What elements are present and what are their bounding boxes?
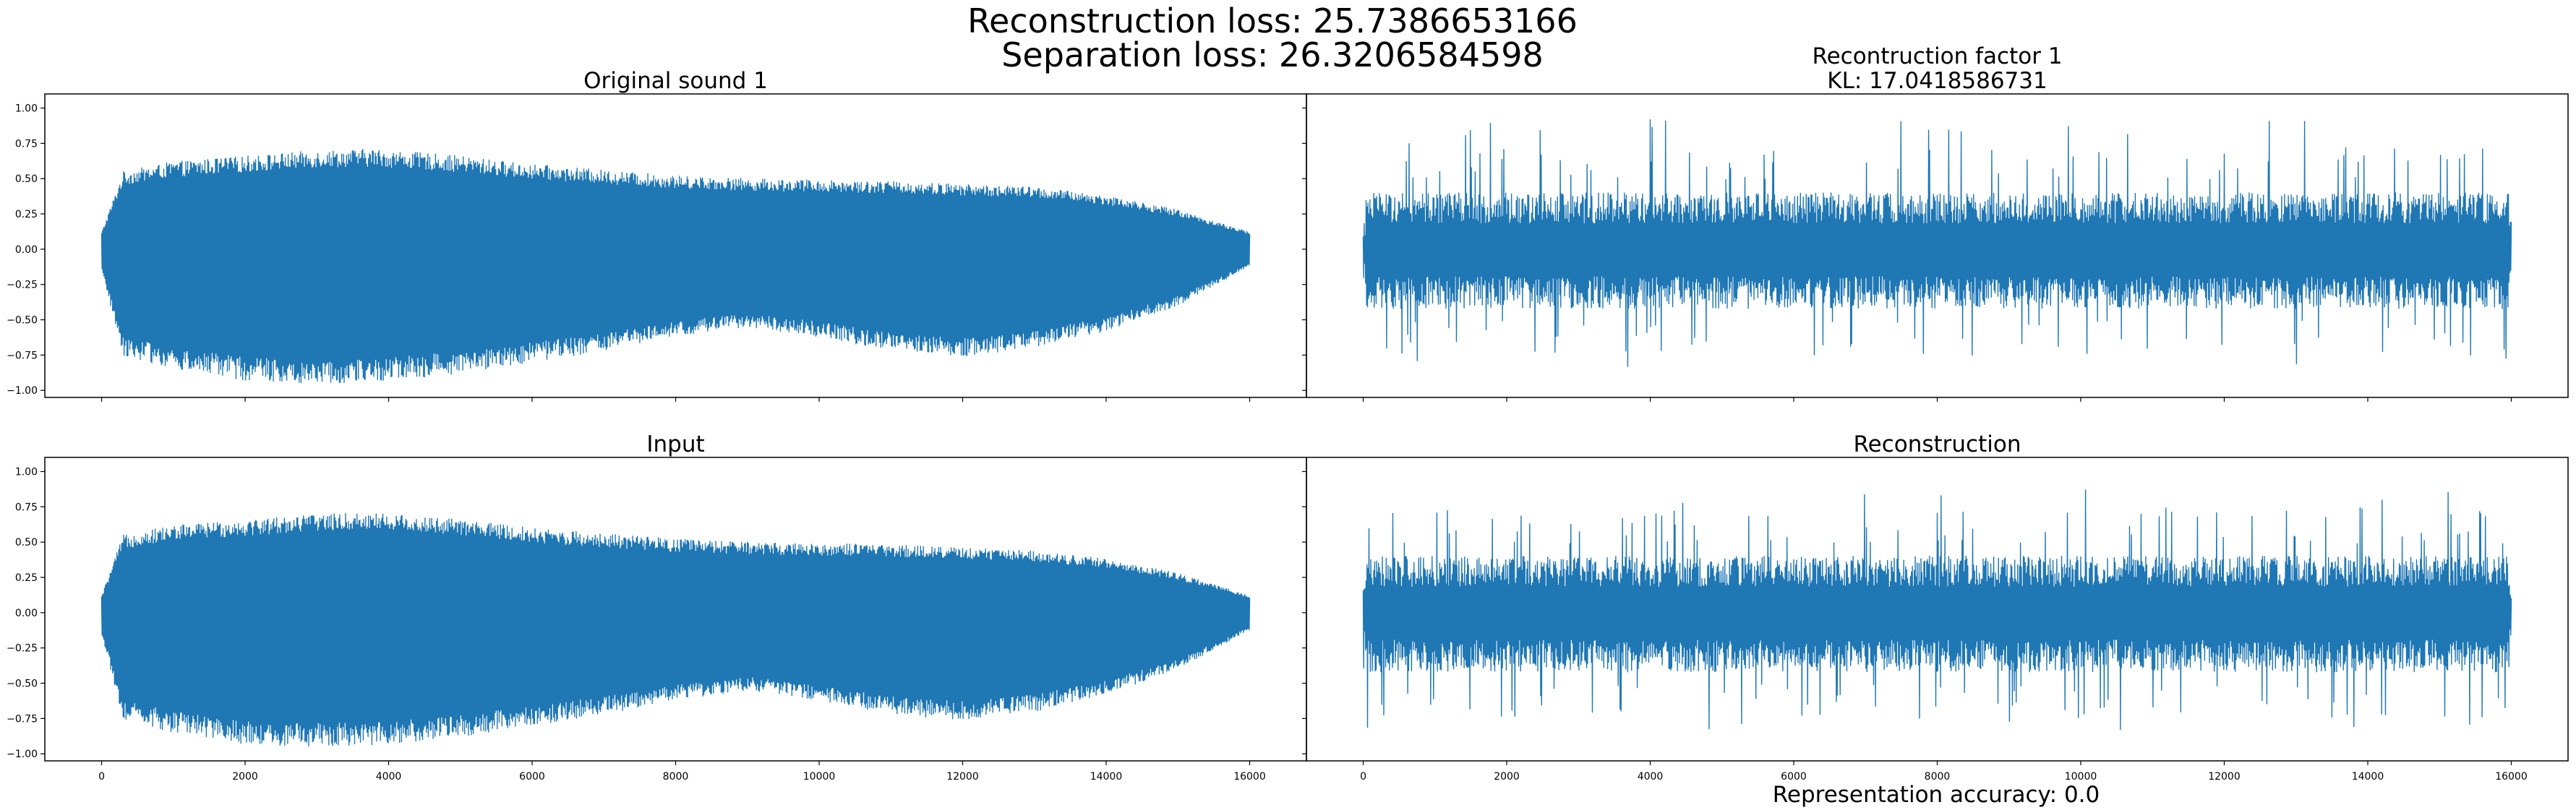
x-tick-label: 4000 [376,771,402,783]
x-tick-label: 6000 [1781,771,1807,783]
y-tick-label: −0.50 [7,315,38,327]
x-tick-label: 16000 [2495,771,2528,783]
waveform-line [100,512,1251,747]
x-tick-label: 8000 [1925,771,1951,783]
y-tick-label: 0.75 [15,501,38,513]
y-tick-label: −0.50 [7,678,38,690]
y-tick-label: 0.50 [15,173,38,185]
panel-title: Recontruction factor 1 KL: 17.0418586731 [1812,43,2062,94]
x-tick-label: 14000 [1090,771,1123,783]
panel-title: Original sound 1 [583,68,768,94]
y-tick-label: 0.00 [15,608,38,619]
y-tick-label: 0.25 [15,572,38,584]
x-tick-label: 12000 [946,771,979,783]
suptitle-line-2: Separation loss: 26.3206584598 [1001,35,1544,74]
y-tick-label: 0.50 [15,537,38,548]
y-tick-label: 0.25 [15,209,38,220]
x-tick-label: 0 [1360,771,1366,783]
x-tick-label: 10000 [2065,771,2097,783]
waveform-line [1362,489,2512,731]
panel-title: Input [646,431,704,457]
x-tick-label: 10000 [803,771,836,783]
y-tick-label: 1.00 [15,467,38,478]
y-tick-label: 1.00 [15,103,38,115]
panel-reconstruction: Reconstruction 0 2000 4000 6000 8000 10000 1200… [1302,431,2569,783]
y-tick-label: −1.00 [7,385,38,397]
panel-title: Reconstruction [1853,431,2021,457]
y-tick-label: −0.75 [7,350,38,361]
panel-reconstruction-factor-1: Recontruction factor 1 KL: 17.0418586731 [1302,43,2569,402]
panel-title-line: Recontruction factor 1 [1812,43,2062,69]
y-tick-label: −0.75 [7,713,38,725]
panel-original-sound-1: Original sound 1 −1.00 −0.75 −0.50 −0.25 0.00… [7,68,1307,402]
x-tick-label: 16000 [1233,771,1266,783]
suptitle-line-1: Reconstruction loss: 25.7386653166 [967,1,1578,40]
representation-accuracy: Representation accuracy: 0.0 [1773,782,2100,808]
y-tick-label: −0.25 [7,643,38,655]
x-tick-label: 2000 [232,771,258,783]
x-tick-label: 8000 [663,771,689,783]
panel-title-line: KL: 17.0418586731 [1827,68,2047,94]
panel-title-line: Reconstruction [1853,431,2021,457]
x-tick-label: 12000 [2208,771,2241,783]
waveform-line [100,149,1251,384]
y-tick-label: 0.75 [15,138,38,150]
panel-title-line: Input [646,431,704,457]
x-tick-label: 0 [98,771,105,783]
y-tick-label: 0.00 [15,244,38,256]
y-tick-label: −1.00 [7,749,38,760]
x-tick-label: 6000 [519,771,545,783]
x-tick-label: 14000 [2352,771,2384,783]
waveform-line [1362,119,2512,367]
panel-title-line: Original sound 1 [583,68,768,94]
x-tick-label: 2000 [1494,771,1520,783]
y-tick-label: −0.25 [7,280,38,291]
x-tick-label: 4000 [1638,771,1664,783]
